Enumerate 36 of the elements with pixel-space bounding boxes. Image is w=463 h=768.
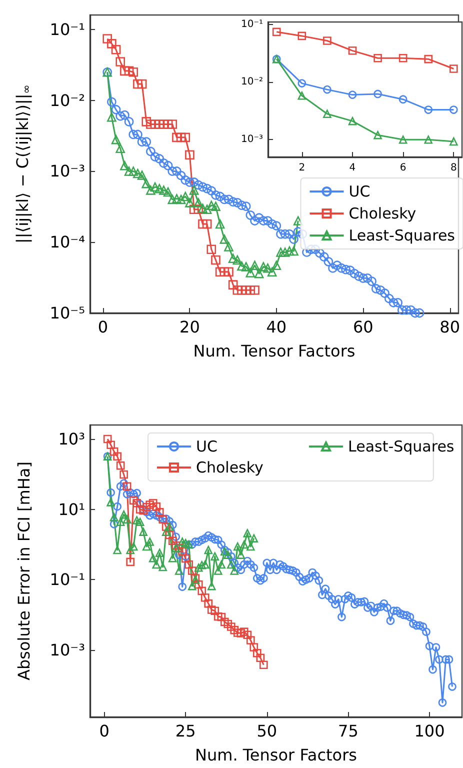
x-tick-label: 6 bbox=[400, 162, 406, 174]
x-tick-label: 4 bbox=[349, 162, 356, 174]
y-tick-label: 10⁻¹ bbox=[240, 18, 263, 30]
x-tick-label: 8 bbox=[450, 162, 457, 174]
y-tick-label: 10⁻³ bbox=[50, 162, 85, 181]
y-tick-label: 10⁻³ bbox=[50, 640, 85, 660]
y-tick-label: 10⁻¹ bbox=[50, 570, 85, 590]
y-tick-label: 10⁻² bbox=[240, 76, 263, 88]
y-axis-title: ||⟨ij|kl⟩ − C(⟨ij|kl⟩)||∞ bbox=[13, 84, 33, 244]
x-tick-label: 25 bbox=[175, 722, 196, 740]
x-tick-label: 100 bbox=[414, 722, 445, 740]
x-tick-label: 0 bbox=[99, 722, 110, 740]
y-axis-title: Absolute Error in FCI [mHa] bbox=[14, 462, 34, 680]
y-tick-label: 10⁻² bbox=[50, 90, 85, 110]
x-tick-label: 75 bbox=[338, 722, 358, 740]
legend-label: Cholesky bbox=[196, 458, 264, 476]
y-tick-label: 10⁻³ bbox=[240, 134, 263, 146]
legend-label: UC bbox=[348, 182, 370, 200]
x-tick-label: 2 bbox=[298, 162, 306, 174]
x-tick-label: 0 bbox=[98, 318, 108, 336]
y-tick-label: 10³ bbox=[58, 430, 85, 448]
legend-label: Least-Squares bbox=[348, 438, 454, 456]
x-tick-label: 40 bbox=[266, 318, 287, 336]
y-tick-label: 10¹ bbox=[58, 500, 85, 519]
x-tick-label: 50 bbox=[256, 722, 278, 740]
y-tick-label: 10⁻¹ bbox=[50, 20, 85, 39]
x-tick-label: 60 bbox=[352, 318, 374, 336]
x-tick-label: 80 bbox=[440, 318, 460, 336]
y-tick-label: 10⁻⁵ bbox=[50, 304, 85, 322]
x-tick-label: 20 bbox=[180, 318, 200, 336]
legend-label: Least-Squares bbox=[348, 226, 456, 244]
y-tick-label: 10⁻⁴ bbox=[50, 232, 85, 252]
x-axis-title: Num. Tensor Factors bbox=[194, 746, 358, 764]
legend-label: Cholesky bbox=[348, 204, 416, 222]
legend-label: UC bbox=[196, 438, 218, 456]
x-axis-title: Num. Tensor Factors bbox=[193, 342, 356, 360]
